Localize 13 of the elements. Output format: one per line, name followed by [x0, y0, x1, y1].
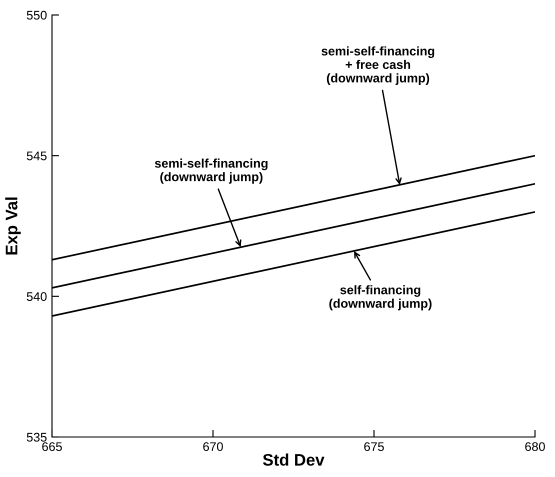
x-tick-label: 680 [525, 442, 545, 452]
y-tick-label: 550 [26, 10, 47, 20]
x-tick-label: 675 [364, 442, 384, 452]
y-tick-label: 535 [26, 432, 47, 442]
y-tick-label: 540 [26, 292, 47, 301]
annotation: semi-self-financing (downward jump) [154, 158, 268, 184]
x-tick-label: 670 [203, 442, 223, 452]
y-axis-title: Exp Val [5, 198, 21, 255]
x-tick-label: 665 [42, 442, 62, 452]
y-tick-label: 545 [26, 152, 47, 160]
annotation: semi-self-financing + free cash (downward jump) [322, 46, 434, 85]
annotation: self-financing (downward jump) [329, 285, 432, 310]
x-axis-title: Std Dev [262, 454, 324, 466]
